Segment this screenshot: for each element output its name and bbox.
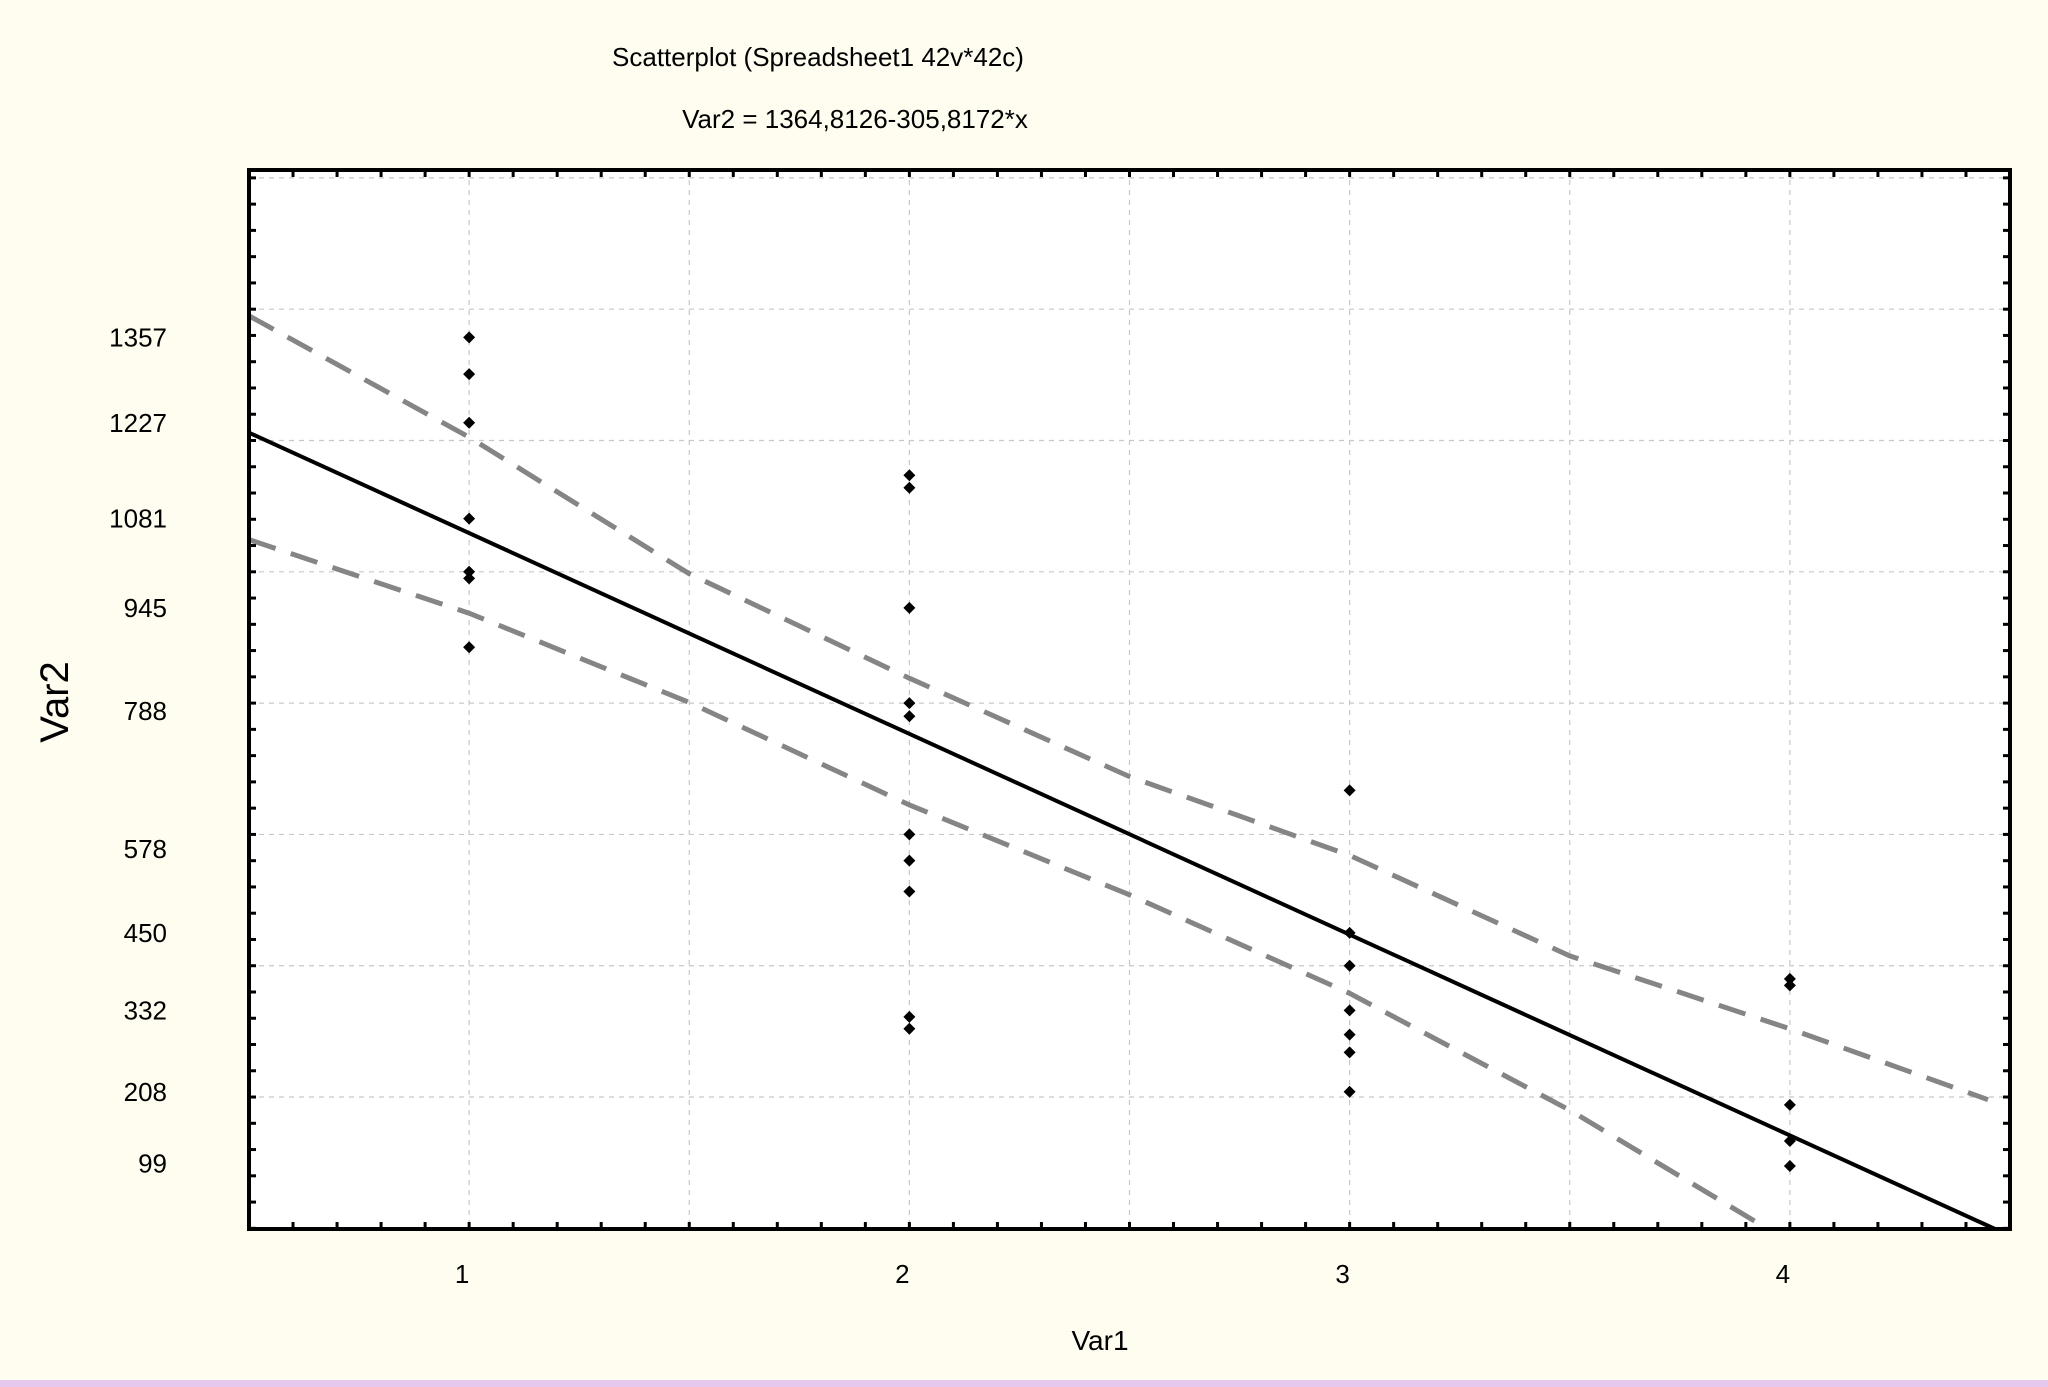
- data-point: [1343, 1085, 1356, 1098]
- data-point: [463, 416, 476, 429]
- data-point: [1783, 1159, 1796, 1172]
- data-point: [903, 469, 916, 482]
- y-tick-label: 1081: [109, 504, 167, 534]
- data-point: [903, 481, 916, 494]
- data-point: [1783, 1135, 1796, 1148]
- x-tick-label: 1: [455, 1259, 469, 1289]
- data-point: [463, 512, 476, 525]
- y-tick-label: 208: [124, 1077, 167, 1107]
- confidence-band: [247, 313, 1989, 1232]
- y-tick-label: 945: [124, 593, 167, 623]
- y-tick-label: 332: [124, 995, 167, 1025]
- x-axis-tick-labels: 1 2 3 4: [455, 1259, 1790, 1289]
- y-tick-label: 1357: [109, 322, 167, 352]
- data-point: [903, 1010, 916, 1023]
- x-tick-label: 2: [895, 1259, 909, 1289]
- data-point: [1783, 972, 1796, 985]
- fit-line-layer: [248, 430, 1996, 1231]
- x-tick-label: 4: [1776, 1259, 1790, 1289]
- data-point: [1783, 979, 1796, 992]
- data-point: [903, 710, 916, 723]
- data-point: [903, 885, 916, 898]
- data-point: [1783, 1098, 1796, 1111]
- window-bottom-strip: [0, 1380, 2048, 1387]
- data-point: [903, 601, 916, 614]
- x-tick-label: 3: [1335, 1259, 1349, 1289]
- data-point: [463, 565, 476, 578]
- data-points: [463, 331, 1796, 1172]
- y-tick-label: 1227: [109, 408, 167, 438]
- data-point: [903, 697, 916, 710]
- y-axis-tick-labels: 1357 1227 1081 945 788 578 450 332 208 99: [109, 322, 167, 1178]
- y-tick-label: 788: [124, 696, 167, 726]
- data-point: [1343, 1046, 1356, 1059]
- x-axis-label: Var1: [1071, 1325, 1128, 1356]
- regression-equation: Var2 = 1364,8126-305,8172*x: [682, 104, 1028, 134]
- chart-title: Scatterplot (Spreadsheet1 42v*42c): [612, 42, 1024, 72]
- confidence-band-lower: [248, 537, 1770, 1232]
- regression-line: [248, 430, 1996, 1231]
- y-axis-label: Var2: [33, 661, 77, 743]
- data-point: [903, 1022, 916, 1035]
- y-tick-label: 450: [124, 918, 167, 948]
- y-tick-label: 578: [124, 834, 167, 864]
- data-point: [1343, 926, 1356, 939]
- data-point: [1343, 784, 1356, 797]
- data-point: [1343, 1004, 1356, 1017]
- data-point: [463, 641, 476, 654]
- data-point: [903, 828, 916, 841]
- data-point: [903, 854, 916, 867]
- data-point: [463, 368, 476, 381]
- data-point: [463, 331, 476, 344]
- axis-tick-marks: [247, 170, 2012, 1230]
- data-point: [1343, 1028, 1356, 1041]
- y-tick-label: 99: [138, 1148, 167, 1178]
- data-point: [1343, 959, 1356, 972]
- data-point: [463, 572, 476, 585]
- confidence-band-upper: [247, 313, 1989, 1103]
